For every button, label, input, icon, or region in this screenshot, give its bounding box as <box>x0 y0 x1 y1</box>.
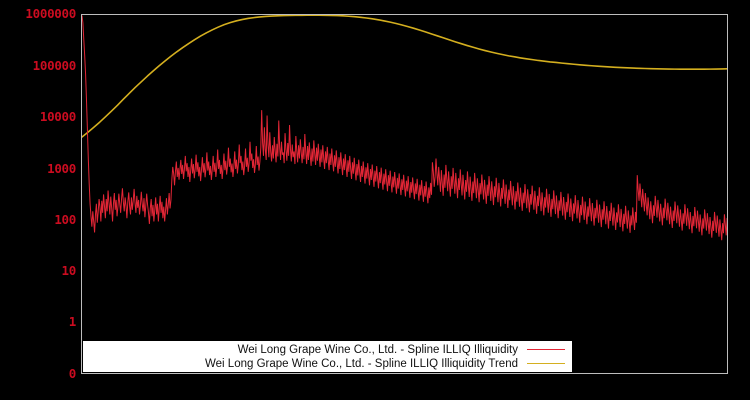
y-axis-tick-1: 1 <box>68 313 77 329</box>
legend-swatch-illiquidity <box>527 349 565 350</box>
y-axis-tick-1000: 1000 <box>47 160 76 176</box>
y-axis-tick-100: 100 <box>54 211 76 227</box>
plot-area <box>81 14 728 374</box>
y-axis: 1000000 100000 10000 1000 100 10 1 0 <box>0 0 76 400</box>
series-line-trend <box>82 15 727 138</box>
y-axis-tick-100000: 100000 <box>32 57 77 73</box>
legend-label-illiquidity-trend: Wei Long Grape Wine Co., Ltd. - Spline I… <box>205 357 518 370</box>
y-axis-tick-10000: 10000 <box>39 108 76 124</box>
chart-legend: Wei Long Grape Wine Co., Ltd. - Spline I… <box>83 341 572 372</box>
plot-svg <box>82 15 727 241</box>
y-axis-tick-0: 0 <box>68 365 77 381</box>
y-axis-tick-10: 10 <box>61 262 77 278</box>
legend-item-illiquidity-trend[interactable]: Wei Long Grape Wine Co., Ltd. - Spline I… <box>83 357 572 371</box>
series-line-illiquidity <box>82 15 727 241</box>
legend-item-illiquidity[interactable]: Wei Long Grape Wine Co., Ltd. - Spline I… <box>83 343 572 357</box>
legend-swatch-illiquidity-trend <box>527 363 565 364</box>
legend-label-illiquidity: Wei Long Grape Wine Co., Ltd. - Spline I… <box>237 343 518 356</box>
y-axis-tick-1000000: 1000000 <box>25 5 76 21</box>
